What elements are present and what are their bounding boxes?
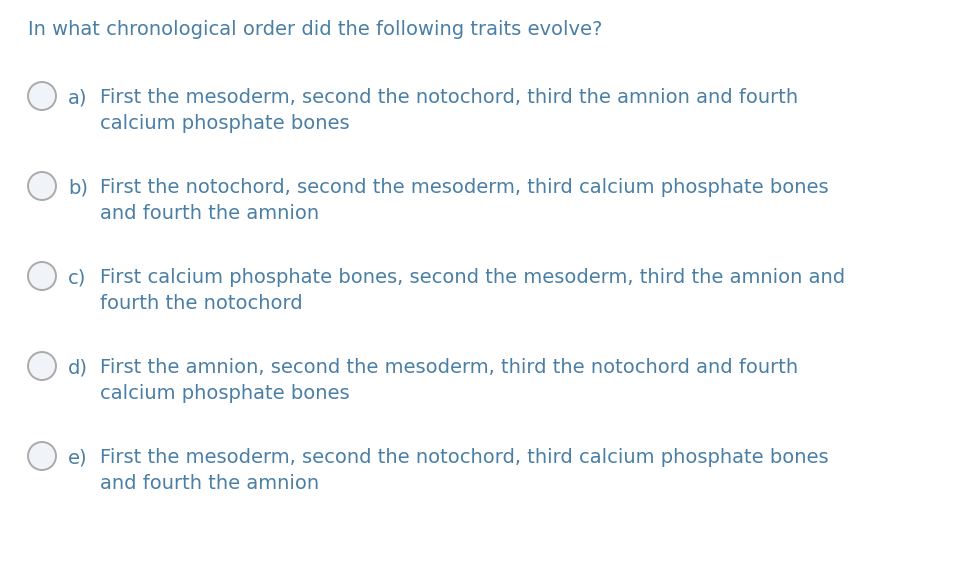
Text: d): d) bbox=[68, 358, 88, 377]
Circle shape bbox=[28, 262, 56, 290]
Text: and fourth the amnion: and fourth the amnion bbox=[100, 474, 319, 493]
Text: c): c) bbox=[68, 268, 86, 287]
Text: First the notochord, second the mesoderm, third calcium phosphate bones: First the notochord, second the mesoderm… bbox=[100, 178, 828, 197]
Text: and fourth the amnion: and fourth the amnion bbox=[100, 204, 319, 223]
Text: e): e) bbox=[68, 448, 87, 467]
Text: First the mesoderm, second the notochord, third the amnion and fourth: First the mesoderm, second the notochord… bbox=[100, 88, 799, 107]
Text: a): a) bbox=[68, 88, 87, 107]
Circle shape bbox=[28, 82, 56, 110]
Circle shape bbox=[28, 172, 56, 200]
Text: b): b) bbox=[68, 178, 88, 197]
Text: In what chronological order did the following traits evolve?: In what chronological order did the foll… bbox=[28, 20, 603, 39]
Text: calcium phosphate bones: calcium phosphate bones bbox=[100, 114, 350, 133]
Text: fourth the notochord: fourth the notochord bbox=[100, 294, 303, 313]
Circle shape bbox=[28, 352, 56, 380]
Text: calcium phosphate bones: calcium phosphate bones bbox=[100, 384, 350, 403]
Text: First calcium phosphate bones, second the mesoderm, third the amnion and: First calcium phosphate bones, second th… bbox=[100, 268, 845, 287]
Text: First the mesoderm, second the notochord, third calcium phosphate bones: First the mesoderm, second the notochord… bbox=[100, 448, 828, 467]
Circle shape bbox=[28, 442, 56, 470]
Text: First the amnion, second the mesoderm, third the notochord and fourth: First the amnion, second the mesoderm, t… bbox=[100, 358, 799, 377]
